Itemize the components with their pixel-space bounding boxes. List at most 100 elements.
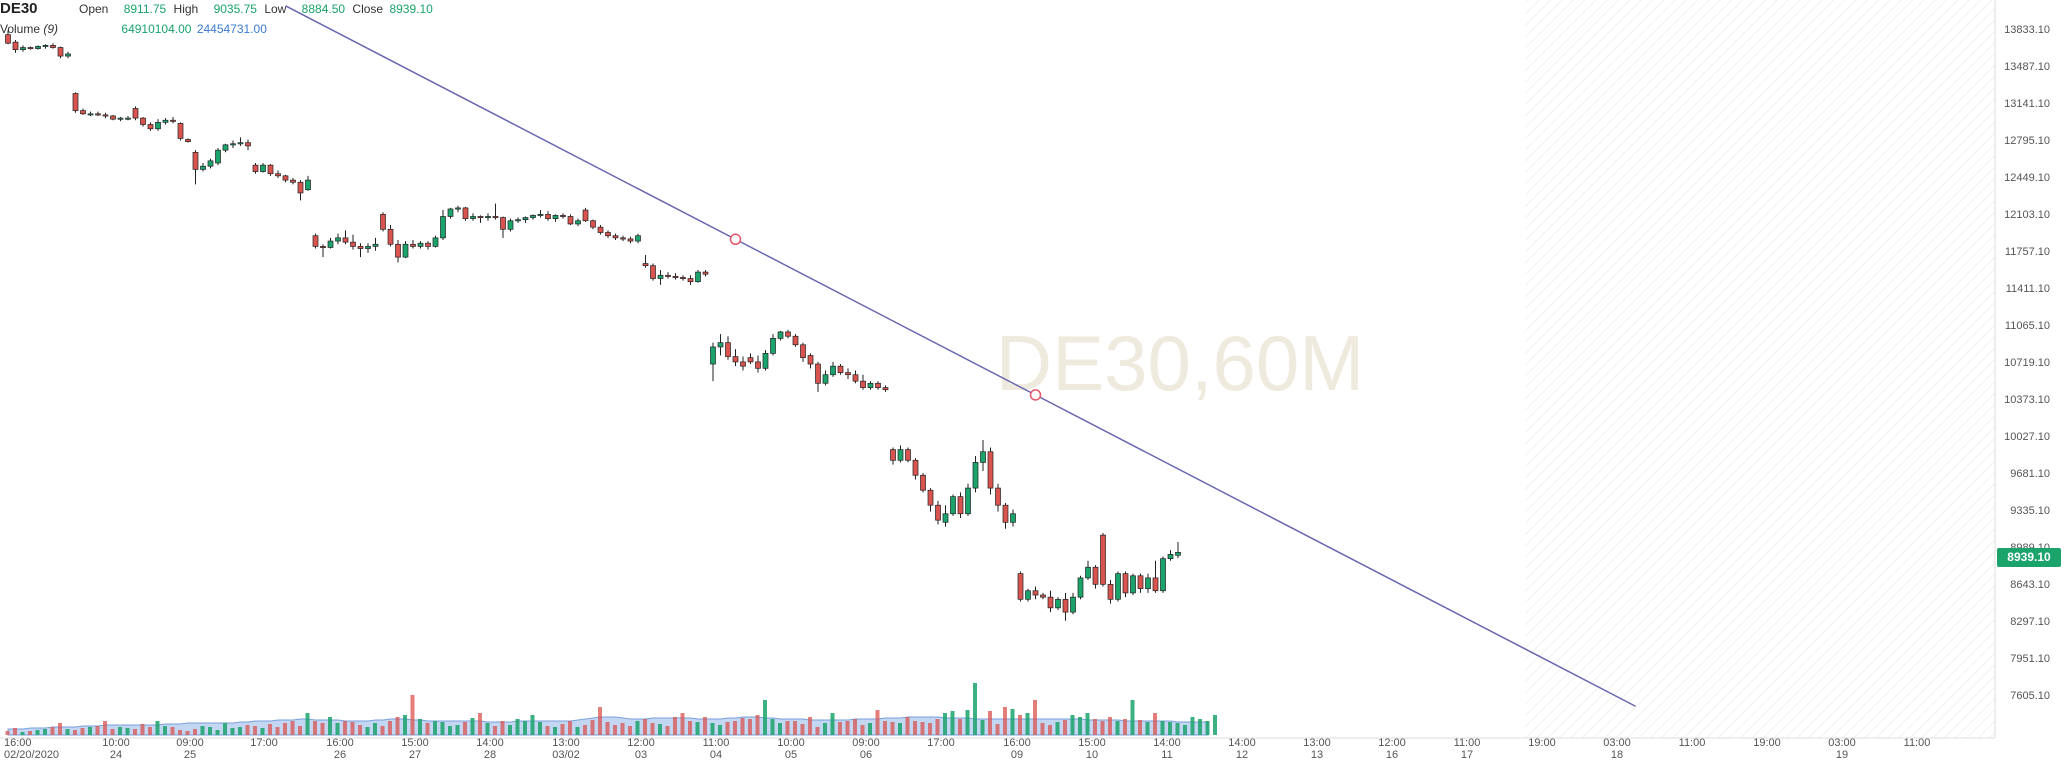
volume-bar (703, 717, 707, 735)
candle-body (807, 355, 814, 365)
candle-body (612, 235, 619, 239)
volume-bar (1055, 722, 1060, 735)
candle-body (1122, 573, 1129, 594)
x-tick-date: 04 (710, 749, 722, 761)
x-tick-time: 14:00 (476, 737, 504, 749)
y-tick-label: 8643.10 (2010, 579, 2050, 591)
candle (455, 205, 461, 213)
candle (1062, 592, 1069, 621)
volume-bar (1018, 715, 1022, 735)
candle-body (425, 242, 431, 247)
candle (147, 122, 154, 131)
candle-body (627, 238, 634, 242)
candle (747, 353, 754, 365)
volume-bar (1145, 722, 1150, 735)
volume-bar (275, 727, 280, 735)
volume-bar (125, 728, 130, 735)
trendline-anchor[interactable] (729, 233, 742, 246)
candle (132, 106, 139, 121)
volume-bar (1160, 721, 1165, 735)
volume-bar (943, 713, 947, 735)
close-value: 8939.10 (389, 2, 433, 16)
candle-body (762, 352, 769, 369)
volume-value: 64910104.00 (121, 22, 192, 36)
volume-bar (73, 730, 77, 735)
candle-body (935, 504, 941, 521)
candle (1137, 573, 1144, 593)
volume-bar (725, 722, 730, 735)
candle (672, 273, 679, 280)
candle (1175, 542, 1181, 559)
candle-body (140, 117, 146, 125)
candle-body (597, 226, 604, 233)
volume-bar (328, 717, 332, 735)
volume-bar (380, 726, 385, 735)
volume-bar (928, 723, 932, 735)
x-tick-time: 13:00 (552, 737, 580, 749)
candlesticks (5, 30, 1181, 621)
candle-body (755, 361, 761, 369)
x-tick-time: 13:00 (1303, 737, 1331, 749)
candle (845, 368, 851, 380)
candle-body (27, 47, 34, 50)
y-tick-label: 10719.10 (2004, 357, 2050, 369)
volume-bar (695, 722, 700, 735)
candle (117, 117, 124, 122)
volume-bar (1003, 707, 1007, 735)
ohlc-legend: Open 8911.75 High 9035.75 Low 8884.50 Cl… (79, 2, 433, 16)
candle-body (852, 374, 859, 382)
candle-body (867, 382, 874, 388)
y-tick-label: 8297.10 (2010, 616, 2050, 628)
candle (680, 275, 686, 281)
candle-body (50, 45, 56, 48)
candle-body (1040, 594, 1046, 598)
candle (327, 237, 334, 249)
candle (1055, 597, 1061, 610)
candle-body (177, 123, 184, 139)
candle (200, 163, 206, 172)
candle-body (560, 215, 566, 217)
x-tick-date: 13 (1311, 749, 1323, 761)
volume-bar (988, 711, 992, 735)
volume-bar (605, 722, 610, 735)
volume-bar (995, 724, 1000, 735)
candle-body (882, 387, 889, 391)
volume-bar (1205, 721, 1210, 735)
candle (732, 349, 739, 367)
candle (980, 439, 986, 471)
candle-body (155, 122, 161, 130)
candle (1152, 560, 1159, 593)
candle-body (1032, 590, 1039, 596)
candle (5, 30, 11, 45)
candle-body (192, 151, 199, 170)
volume-bar (763, 700, 767, 735)
candle (102, 112, 109, 119)
candle (830, 361, 836, 377)
candle (800, 342, 806, 362)
candle (1047, 590, 1054, 613)
trendline-anchor[interactable] (1029, 389, 1042, 401)
candle (410, 239, 416, 249)
candle-body (552, 215, 559, 219)
candle-body (12, 41, 19, 50)
volume-bar (838, 722, 842, 735)
volume-bar (560, 724, 565, 735)
volume-bar (1115, 721, 1120, 735)
volume-bar (905, 717, 910, 735)
candle-body (800, 344, 806, 358)
volume-bar (733, 721, 737, 735)
candle (567, 214, 574, 226)
candle (27, 46, 34, 50)
candle (177, 122, 184, 141)
volume-bar (358, 725, 362, 735)
candle (87, 111, 94, 116)
trendline[interactable] (285, 5, 1636, 707)
volume-bar (1100, 721, 1105, 735)
volume-bar (493, 726, 497, 735)
volume-bar (103, 721, 107, 735)
volume-bar (163, 726, 167, 735)
volume-bar (973, 683, 977, 735)
volume-bars (5, 683, 1217, 735)
x-tick-date: 26 (334, 749, 346, 761)
